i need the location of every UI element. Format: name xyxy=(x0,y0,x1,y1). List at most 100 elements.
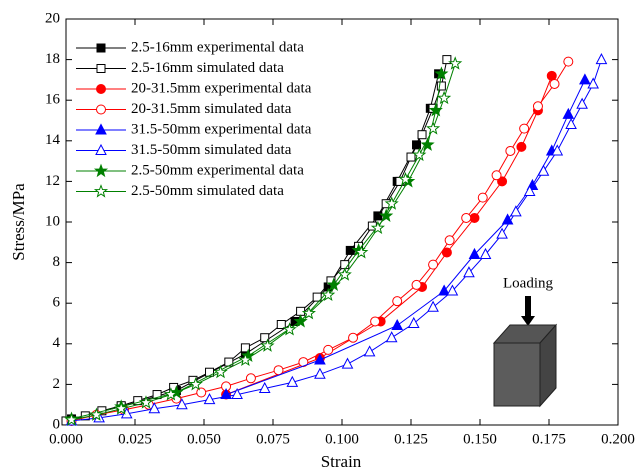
x-tick-label: 0.050 xyxy=(187,431,221,447)
y-tick-label: 16 xyxy=(45,92,61,108)
marker xyxy=(64,412,79,426)
marker xyxy=(282,322,297,336)
marker xyxy=(444,235,455,246)
marker xyxy=(398,172,413,186)
marker xyxy=(505,145,516,156)
marker xyxy=(411,279,422,290)
marker xyxy=(407,316,420,328)
marker xyxy=(587,77,599,89)
marker xyxy=(370,316,381,327)
x-tick-label: 0.025 xyxy=(118,431,152,447)
marker xyxy=(96,64,106,73)
marker xyxy=(595,53,608,65)
marker xyxy=(579,73,591,85)
marker xyxy=(532,101,543,112)
annotation: Loading xyxy=(503,275,553,291)
marker xyxy=(240,343,250,353)
marker xyxy=(354,245,369,259)
marker xyxy=(95,143,107,155)
marker xyxy=(406,152,416,162)
marker xyxy=(551,144,564,156)
marker xyxy=(477,192,488,203)
marker xyxy=(348,332,359,343)
legend-label: 2.5-50mm experimental data xyxy=(131,162,304,178)
marker xyxy=(523,184,536,197)
marker xyxy=(260,333,270,343)
marker xyxy=(96,43,106,53)
series-line xyxy=(71,63,456,421)
marker xyxy=(95,123,107,135)
marker xyxy=(446,284,459,296)
marker xyxy=(417,130,427,140)
marker xyxy=(576,97,588,109)
marker xyxy=(412,147,427,162)
y-tick-label: 4 xyxy=(53,335,61,351)
marker xyxy=(205,367,215,377)
x-tick-label: 0.100 xyxy=(325,431,359,447)
marker xyxy=(260,338,275,352)
y-tick-label: 10 xyxy=(45,213,60,229)
marker xyxy=(537,164,550,176)
marker xyxy=(188,376,203,391)
marker xyxy=(385,331,398,343)
marker xyxy=(314,367,326,379)
x-tick-label: 0.150 xyxy=(463,431,497,447)
marker xyxy=(89,407,104,421)
y-tick-label: 8 xyxy=(53,254,61,270)
marker xyxy=(549,78,560,89)
y-tick-label: 14 xyxy=(45,132,61,148)
marker xyxy=(148,402,161,414)
marker xyxy=(231,387,243,400)
marker xyxy=(363,345,376,357)
marker xyxy=(437,90,452,105)
marker xyxy=(314,353,326,365)
marker xyxy=(442,55,452,65)
marker xyxy=(491,170,502,181)
marker xyxy=(391,318,404,331)
marker xyxy=(213,364,228,379)
marker xyxy=(321,287,336,302)
legend-label: 2.5-16mm simulated data xyxy=(131,60,284,76)
marker xyxy=(196,387,207,398)
x-tick-label: 0.200 xyxy=(601,431,635,447)
y-tick-label: 20 xyxy=(45,10,60,26)
marker xyxy=(340,260,350,270)
marker xyxy=(479,247,492,259)
x-tick-label: 0.000 xyxy=(49,431,83,447)
marker xyxy=(384,196,399,210)
legend-label: 31.5-50mm simulated data xyxy=(131,142,292,158)
marker xyxy=(312,292,322,302)
marker xyxy=(245,373,256,384)
marker xyxy=(428,259,439,270)
marker xyxy=(565,117,577,130)
marker xyxy=(276,320,286,330)
marker xyxy=(96,104,106,115)
marker xyxy=(238,352,253,367)
marker xyxy=(152,390,162,400)
y-tick-label: 18 xyxy=(45,51,60,67)
x-tick-label: 0.125 xyxy=(394,431,428,447)
marker xyxy=(448,56,463,70)
marker xyxy=(563,56,574,67)
x-tick-label: 0.075 xyxy=(256,431,290,447)
marker xyxy=(516,141,527,152)
marker xyxy=(497,176,508,187)
x-tick-label: 0.175 xyxy=(532,431,566,447)
marker xyxy=(323,344,334,355)
series-line xyxy=(225,79,586,396)
marker xyxy=(114,401,129,415)
marker xyxy=(441,247,452,258)
y-axis-label: Stress/MPa xyxy=(9,183,28,261)
marker xyxy=(341,357,354,369)
marker xyxy=(163,387,178,401)
marker xyxy=(463,266,475,278)
marker xyxy=(461,212,472,223)
x-axis-label: Strain xyxy=(321,452,362,471)
legend-label: 2.5-16mm experimental data xyxy=(131,39,304,55)
marker xyxy=(373,211,383,221)
marker xyxy=(138,395,154,409)
marker xyxy=(519,123,530,134)
marker xyxy=(337,267,352,281)
